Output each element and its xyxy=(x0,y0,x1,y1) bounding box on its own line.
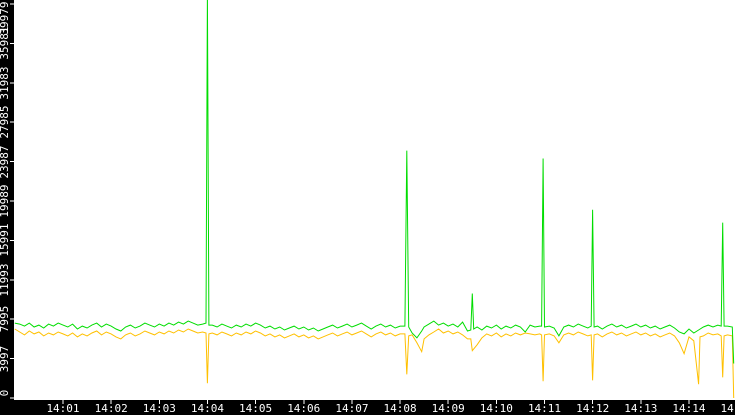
x-axis-label: 14:15 xyxy=(720,402,735,415)
x-axis-band xyxy=(0,400,735,415)
x-axis-label: 14:10 xyxy=(479,402,513,415)
x-axis-label: 14:02 xyxy=(94,402,128,415)
y-axis-label: 3997 xyxy=(0,345,11,372)
y-axis-label: 7995 xyxy=(0,305,11,333)
y-axis-label: 27985 xyxy=(0,105,11,139)
x-axis-label: 14:01 xyxy=(46,402,80,415)
x-axis-label: 14:04 xyxy=(190,402,224,415)
y-axis-label: 23987 xyxy=(0,145,11,179)
orange-line xyxy=(14,328,735,399)
y-axis-label: 31983 xyxy=(0,66,11,100)
y-axis-label: 39979 xyxy=(0,0,11,35)
green-line xyxy=(14,0,735,364)
x-axis-label: 14:14 xyxy=(672,402,706,415)
x-axis-label: 14:07 xyxy=(335,402,369,415)
y-axis-label: 19989 xyxy=(0,184,11,218)
x-axis-label: 14:12 xyxy=(576,402,610,415)
x-axis-label: 14:11 xyxy=(527,402,562,415)
x-axis-label: 14:13 xyxy=(624,402,658,415)
x-axis-label: 14:05 xyxy=(239,402,273,415)
y-axis-label: 15991 xyxy=(0,223,11,257)
y-axis-label: 11993 xyxy=(0,263,11,297)
y-axis-band xyxy=(0,0,14,415)
x-axis-label: 14:09 xyxy=(431,402,465,415)
x-axis-label: 14:08 xyxy=(383,402,417,415)
x-axis-label: 14:06 xyxy=(287,402,321,415)
x-axis-label: 14:03 xyxy=(142,402,176,415)
